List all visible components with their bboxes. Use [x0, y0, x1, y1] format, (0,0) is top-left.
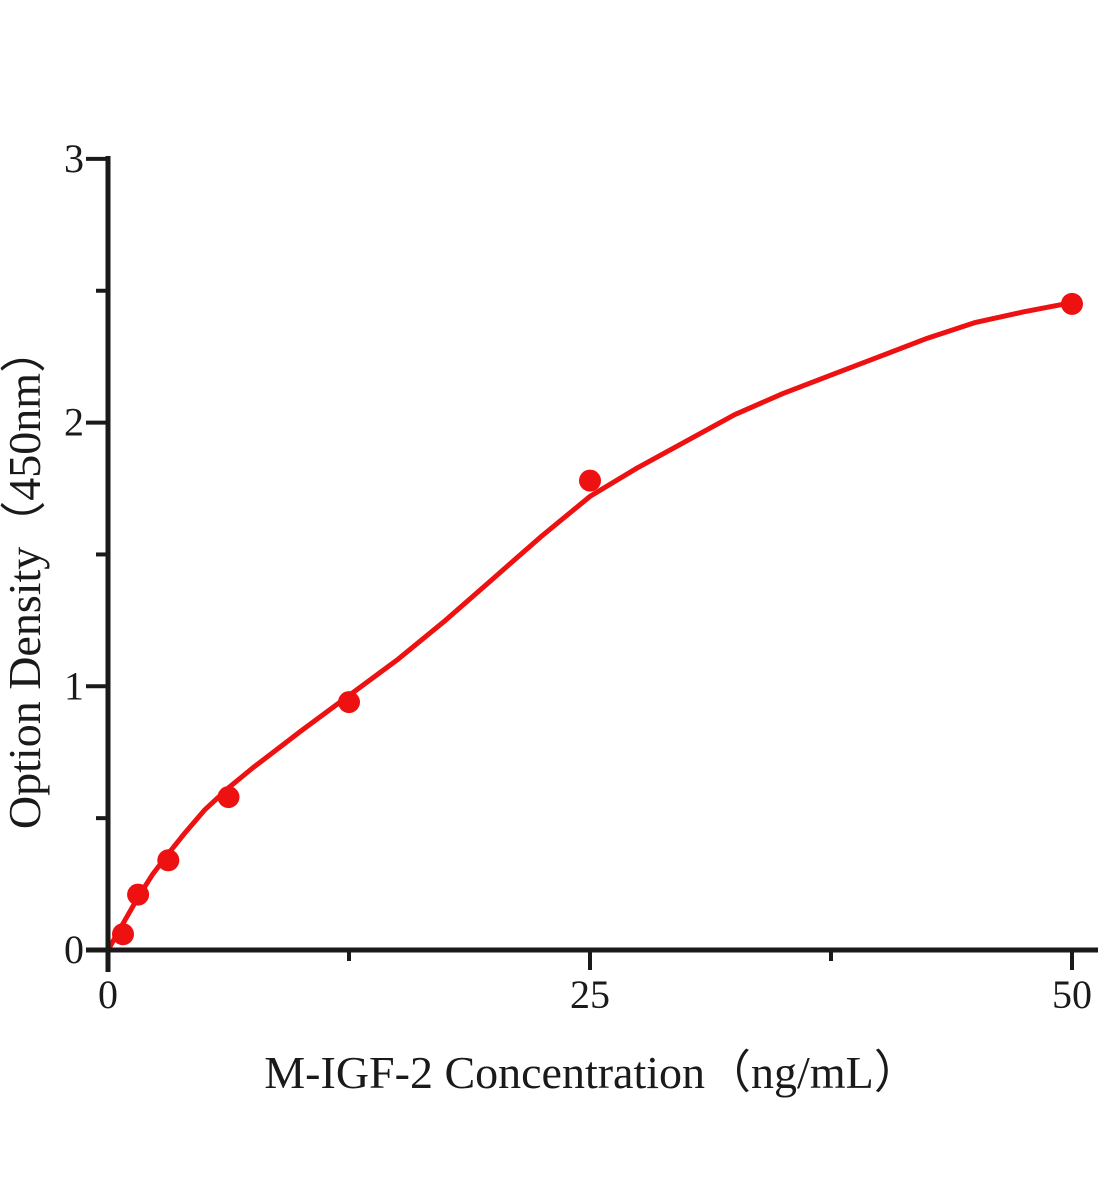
data-point: [157, 849, 180, 872]
fit-curve-group: [105, 300, 1075, 953]
data-point: [579, 469, 601, 492]
y-tick-label: 2: [64, 400, 84, 445]
x-tick-label: 50: [1052, 972, 1092, 1017]
fit-curve: [105, 300, 1075, 953]
y-tick-labels: 0 1 2 3: [64, 136, 84, 972]
y-tick-label: 3: [64, 136, 84, 181]
y-tick-label: 0: [64, 927, 84, 972]
data-point: [217, 786, 240, 809]
data-point: [127, 883, 150, 906]
data-point: [338, 691, 360, 714]
data-point: [112, 923, 134, 946]
y-tick-label: 1: [64, 663, 84, 708]
x-axis-title: M-IGF-2 Concentration（ng/mL）: [264, 1047, 919, 1098]
x-tick-labels: 0 25 50: [98, 972, 1092, 1017]
data-points-group: [112, 292, 1083, 946]
x-tick-label: 0: [98, 972, 118, 1017]
ticks-group: [86, 156, 1074, 970]
data-point: [1061, 292, 1083, 315]
axes-group: [86, 156, 1098, 972]
y-axis-title: Option Density（450nm）: [0, 327, 50, 829]
x-tick-label: 25: [570, 972, 610, 1017]
